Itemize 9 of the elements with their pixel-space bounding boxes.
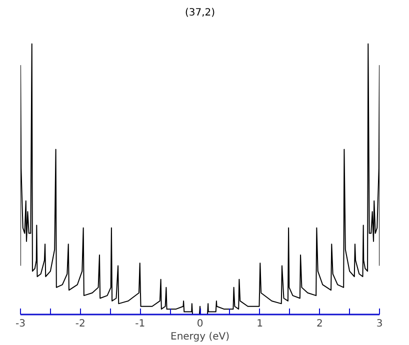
x-axis-title: Energy (eV) bbox=[170, 332, 230, 342]
x-tick-label: 1 bbox=[256, 318, 264, 330]
x-tick-label: 0 bbox=[196, 318, 204, 330]
x-tick-label: 3 bbox=[376, 318, 383, 330]
x-tick-label: -3 bbox=[16, 318, 26, 330]
x-tick-label: 2 bbox=[316, 318, 323, 330]
x-tick-label: -1 bbox=[135, 318, 146, 330]
x-tick-label: -2 bbox=[75, 318, 86, 330]
chart-title: (37,2) bbox=[184, 8, 216, 18]
